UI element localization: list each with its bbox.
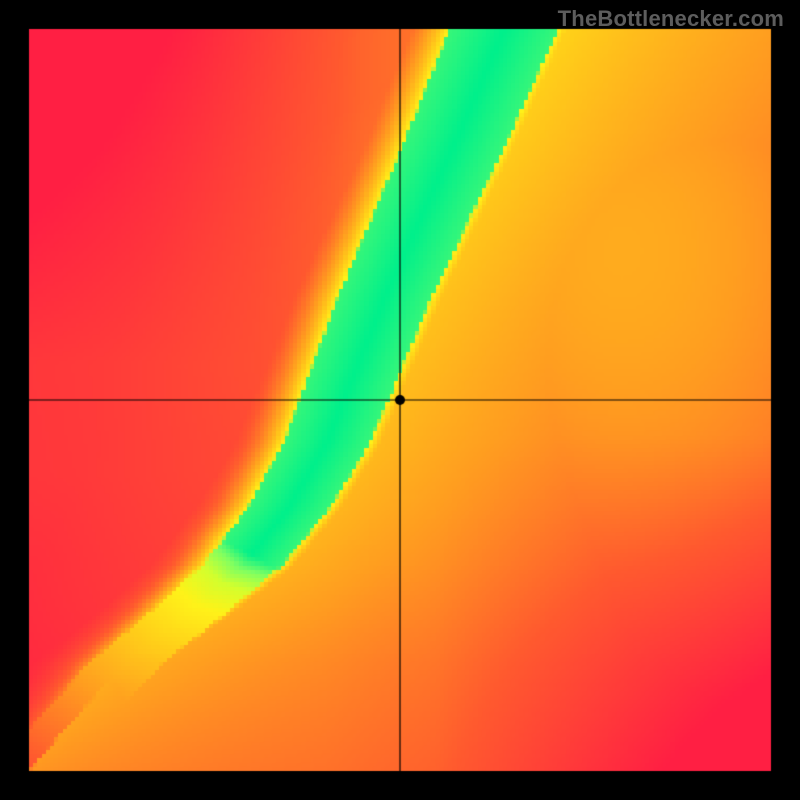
bottleneck-heatmap xyxy=(0,0,800,800)
chart-container: { "canvas": { "width": 800, "height": 80… xyxy=(0,0,800,800)
watermark-text: TheBottlenecker.com xyxy=(558,6,784,32)
